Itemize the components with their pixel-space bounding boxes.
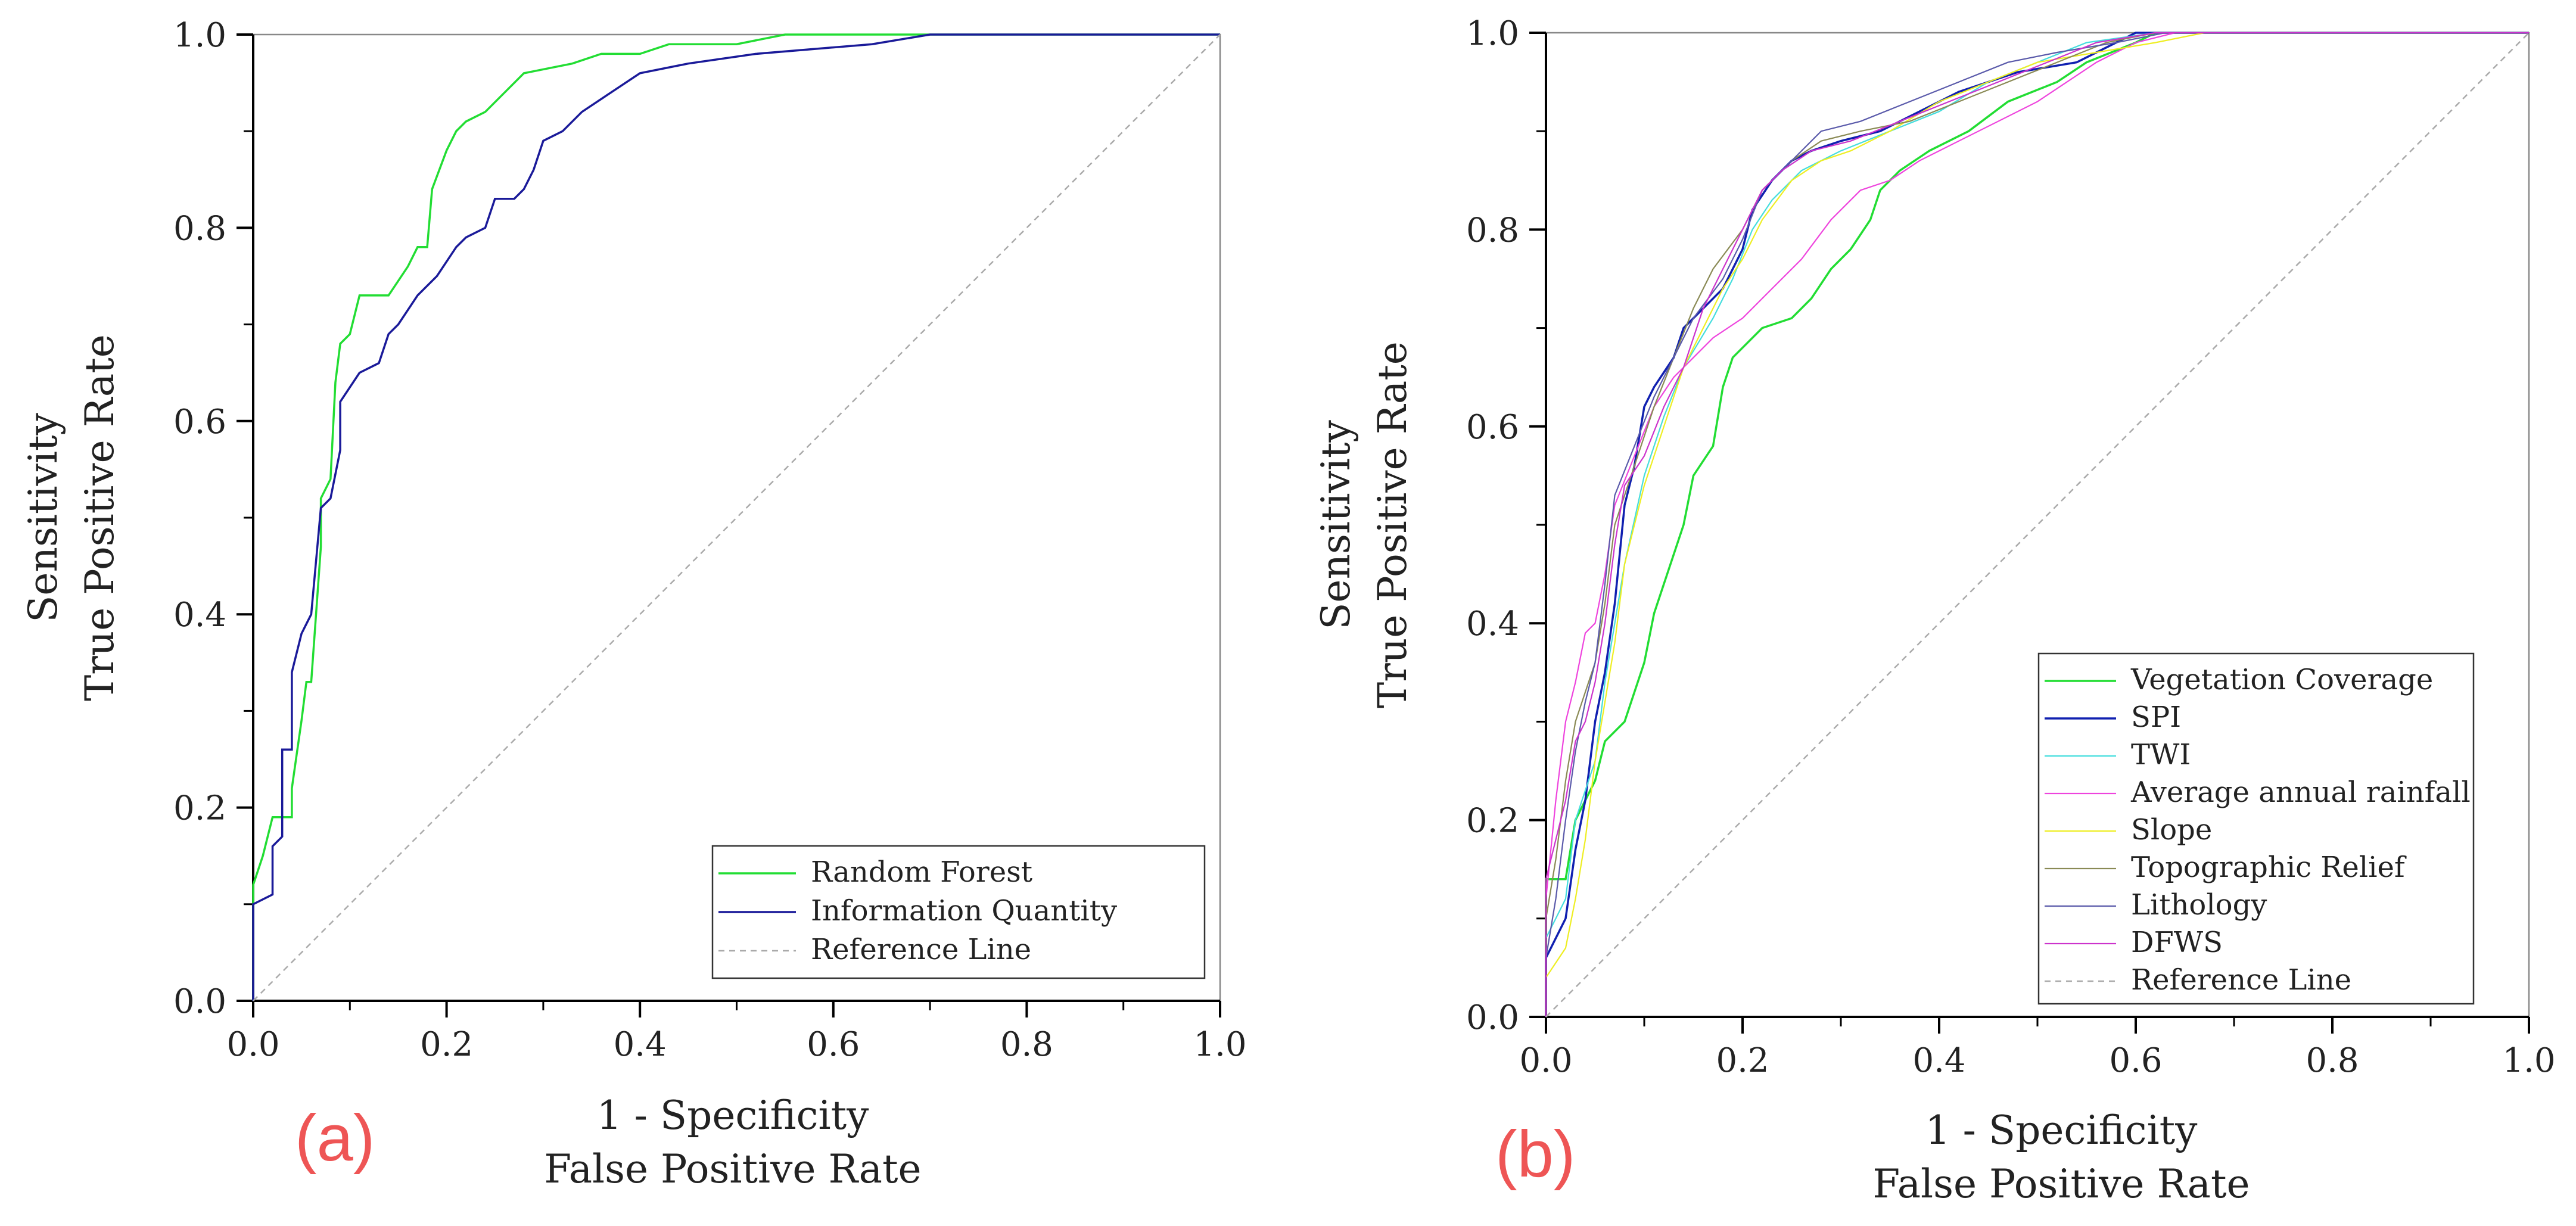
x-tick-label: 0.0	[1519, 1041, 1572, 1080]
legend-entry: Random Forest	[811, 855, 1032, 889]
y-axis-title: Sensitivity True Positive Rate	[20, 334, 123, 701]
x-tick-label: 0.8	[2306, 1041, 2359, 1080]
x-tick-label: 0.0	[226, 1025, 279, 1064]
series-line-spi	[1545, 32, 2529, 1017]
x-tick-label: 0.6	[807, 1025, 860, 1064]
y-axis-title-line: True Positive Rate	[1370, 341, 1415, 708]
x-tick-label: 0.6	[2109, 1041, 2162, 1080]
x-tick-label: 0.2	[1716, 1041, 1769, 1080]
x-axis-title-line: 1 - Specificity	[597, 1093, 869, 1138]
x-tick-label: 1.0	[2502, 1041, 2555, 1080]
y-tick-label: 0.8	[1466, 211, 1519, 250]
y-tick-label: 0.6	[173, 403, 226, 441]
legend-entry: Topographic Relief	[2131, 851, 2407, 884]
x-axis-title-line: False Positive Rate	[544, 1146, 921, 1192]
y-tick-label: 0.0	[1466, 998, 1519, 1037]
y-tick-label: 0.8	[173, 209, 226, 248]
y-tick-label: 0.4	[173, 596, 226, 634]
y-tick-label: 0.2	[1466, 802, 1519, 841]
legend: Vegetation Coverage SPI TWI Average annual …	[2037, 652, 2475, 1005]
legend-entry: TWI	[2131, 738, 2191, 771]
y-tick-label: 1.0	[173, 16, 226, 55]
legend-entry: Reference Line	[811, 933, 1031, 966]
legend-entry: Slope	[2131, 813, 2212, 847]
legend-entry: Reference Line	[2131, 963, 2351, 997]
legend-entry: DFWS	[2131, 926, 2223, 959]
series-line-random-forest	[252, 33, 1220, 1001]
x-tick-label: 0.4	[614, 1025, 667, 1064]
x-axis-title-line: 1 - Specificity	[1925, 1107, 2198, 1153]
series-line-slope	[1545, 32, 2529, 1017]
x-tick-label: 0.2	[420, 1025, 473, 1064]
legend: Random Forest Information Quantity Referen…	[711, 845, 1206, 979]
y-tick-label: 0.0	[173, 982, 226, 1021]
y-axis-title-line: Sensitivity	[20, 412, 66, 622]
x-tick-label: 0.4	[1912, 1041, 1965, 1080]
roc-panel-a: 0.0 0.2 0.4 0.6 0.8 1.0 0.0 0.2 0.4 0.6 0.8 1.0 Rand…	[20, 16, 1247, 1192]
x-tick-label: 1.0	[1193, 1025, 1246, 1064]
x-axis-title-line: False Positive Rate	[1872, 1161, 2250, 1207]
y-tick-label: 0.2	[173, 789, 226, 828]
series-line-information-quantity	[252, 33, 1220, 1001]
legend-entry: Vegetation Coverage	[2130, 663, 2433, 696]
series-line-reference-line	[253, 34, 1221, 1001]
legend-entry: Lithology	[2131, 888, 2267, 922]
series-line-vegetation-coverage	[1545, 32, 2529, 1017]
legend-box	[2037, 652, 2475, 1005]
series-line-dfws	[1545, 32, 2529, 1017]
y-tick-label: 0.4	[1466, 605, 1519, 643]
y-tick-label: 1.0	[1466, 14, 1519, 53]
series-line-average-annual-rainfall	[1545, 32, 2529, 1017]
legend-entry: Information Quantity	[811, 894, 1117, 928]
series-line-topographic-relief	[1545, 32, 2529, 1017]
x-tick-label: 0.8	[1000, 1025, 1053, 1064]
legend-entry: SPI	[2131, 701, 2181, 734]
panel-label: (a)	[295, 1101, 375, 1175]
y-axis-title-line: Sensitivity	[1313, 419, 1359, 629]
legend-entry: Average annual rainfall	[2130, 776, 2471, 809]
y-tick-label: 0.6	[1466, 408, 1519, 447]
y-axis-title-line: True Positive Rate	[77, 334, 123, 701]
y-axis-title: Sensitivity True Positive Rate	[1313, 341, 1415, 708]
roc-panel-b: 0.0 0.2 0.4 0.6 0.8 1.0 0.0 0.2 0.4 0.6 0.8 1.0 Vege…	[1313, 14, 2556, 1207]
panel-label: (b)	[1495, 1118, 1575, 1191]
series-line-reference-line	[1545, 32, 2530, 1017]
